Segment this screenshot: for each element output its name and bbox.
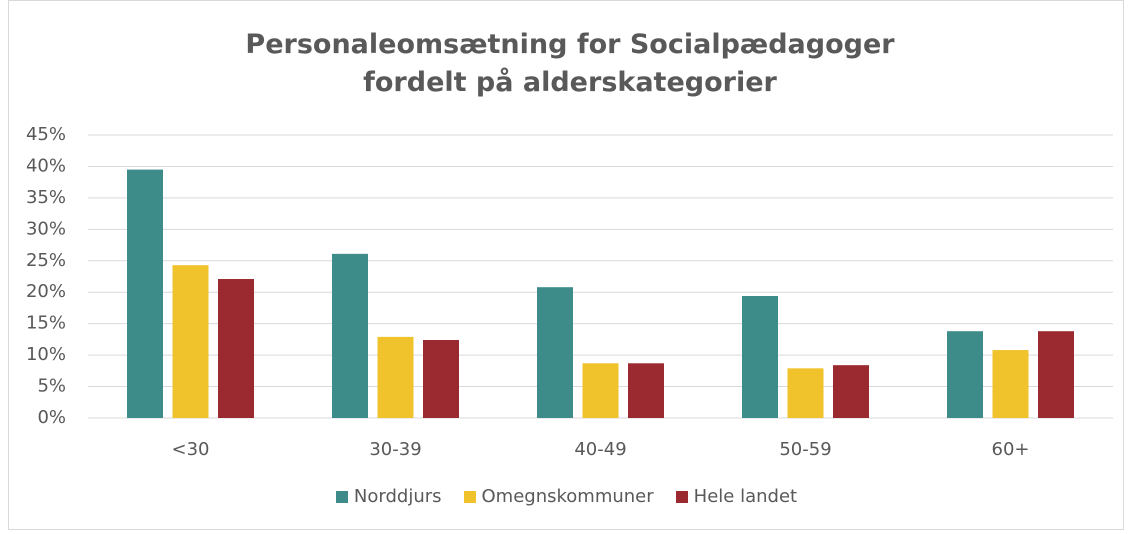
chart-frame — [8, 0, 1124, 530]
bar — [127, 169, 163, 418]
legend-swatch — [675, 490, 688, 503]
y-tick-label: 30% — [26, 218, 66, 239]
legend-item: Norddjurs — [335, 486, 442, 507]
y-tick-label: 25% — [26, 250, 66, 271]
legend: Norddjurs Omegnskommuner Hele landet — [0, 486, 1133, 507]
legend-item: Omegnskommuner — [463, 486, 654, 507]
bar — [582, 363, 619, 418]
x-tick-label: 40-49 — [574, 439, 626, 460]
y-tick-label: 15% — [26, 313, 66, 334]
bar — [537, 287, 573, 418]
bar — [1038, 331, 1074, 418]
legend-label: Norddjurs — [353, 486, 442, 507]
y-tick-label: 45% — [26, 124, 66, 145]
chart-title: Personaleomsætning for Socialpædagoger f… — [245, 29, 895, 98]
bar — [332, 253, 368, 418]
y-tick-label: 10% — [26, 344, 66, 365]
x-tick-label: <30 — [172, 439, 210, 460]
legend-label: Hele landet — [693, 486, 798, 507]
x-tick-label: 60+ — [992, 439, 1030, 460]
y-tick-label: 40% — [26, 155, 66, 176]
y-tick-label: 5% — [37, 376, 66, 397]
bar — [833, 365, 869, 418]
y-tick-label: 20% — [26, 281, 66, 302]
bar — [787, 368, 824, 418]
y-tick-label: 0% — [37, 407, 66, 428]
bar — [742, 295, 778, 418]
y-tick-label: 35% — [26, 187, 66, 208]
legend-swatch — [335, 490, 348, 503]
bar — [218, 279, 254, 418]
legend-label: Omegnskommuner — [481, 486, 654, 507]
bar — [947, 331, 983, 418]
x-tick-label: 30-39 — [369, 439, 421, 460]
bar — [423, 340, 459, 418]
bar — [628, 363, 664, 418]
legend-item: Hele landet — [675, 486, 798, 507]
bar — [992, 350, 1029, 418]
bar — [172, 265, 209, 418]
x-tick-label: 50-59 — [779, 439, 831, 460]
legend-swatch — [463, 490, 476, 503]
bar — [377, 336, 414, 418]
